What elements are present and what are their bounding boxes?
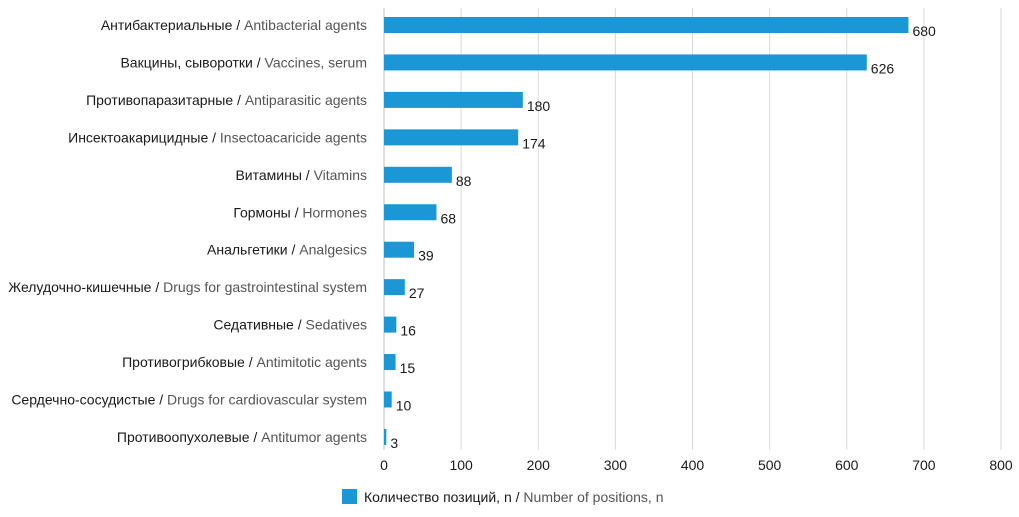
legend-label-ru: Количество позиций, n xyxy=(364,489,512,505)
category-label-ru: Противогрибковые xyxy=(122,354,245,370)
category-label-separator: / xyxy=(302,167,314,183)
category-label-separator: / xyxy=(151,279,163,295)
bar xyxy=(384,54,867,71)
category-label: Седативные / Sedatives xyxy=(213,317,367,333)
category-label-separator: / xyxy=(232,17,244,33)
category-label-ru: Сердечно-сосудистые xyxy=(11,392,155,408)
data-label: 180 xyxy=(527,98,551,114)
bar xyxy=(384,166,452,183)
category-label: Анальгетики / Analgesics xyxy=(207,242,367,258)
category-label-separator: / xyxy=(253,54,265,70)
category-label-en: Antimitotic agents xyxy=(257,354,368,370)
data-label: 3 xyxy=(390,435,398,451)
bar xyxy=(384,91,523,108)
data-label: 27 xyxy=(409,285,425,301)
category-label: Сердечно-сосудистые / Drugs for cardiova… xyxy=(11,392,367,408)
legend: Количество позиций, n / Number of positi… xyxy=(342,489,664,505)
category-label-ru: Противоопухолевые xyxy=(117,429,250,445)
category-label-ru: Вакцины, сыворотки xyxy=(120,54,252,70)
category-label: Противопаразитарные / Antiparasitic agen… xyxy=(86,92,367,108)
grid-lines xyxy=(460,8,1002,450)
category-label-en: Vitamins xyxy=(314,167,367,183)
data-label: 88 xyxy=(456,173,472,189)
category-label: Желудочно-кишечные / Drugs for gastroint… xyxy=(8,279,367,295)
x-tick-label: 100 xyxy=(449,457,473,473)
category-label-ru: Витамины xyxy=(235,167,301,183)
category-label-ru: Анальгетики xyxy=(207,242,288,258)
category-label-separator: / xyxy=(288,242,300,258)
category-label: Противоопухолевые / Antitumor agents xyxy=(117,429,367,445)
category-label: Витамины / Vitamins xyxy=(235,167,367,183)
bar xyxy=(384,129,519,146)
category-label-en: Sedatives xyxy=(306,317,367,333)
category-label-en: Antiparasitic agents xyxy=(245,92,367,108)
bars xyxy=(384,17,909,445)
category-label-ru: Седативные xyxy=(213,317,294,333)
category-label-en: Analgesics xyxy=(299,242,367,258)
bar xyxy=(384,354,396,371)
bar xyxy=(384,391,392,408)
x-tick-label: 400 xyxy=(681,457,705,473)
bar xyxy=(384,279,405,296)
category-label-en: Vaccines, serum xyxy=(265,54,367,70)
x-tick-label: 0 xyxy=(380,457,388,473)
data-label: 680 xyxy=(912,23,936,39)
category-label-ru: Инсектоакарицидные xyxy=(68,129,208,145)
category-label-en: Drugs for cardiovascular system xyxy=(167,392,367,408)
category-label: Антибактериальные / Antibacterial agents xyxy=(101,17,367,33)
category-label-ru: Антибактериальные xyxy=(101,17,233,33)
data-label: 15 xyxy=(400,360,416,376)
category-label: Вакцины, сыворотки / Vaccines, serum xyxy=(120,54,367,70)
data-label: 626 xyxy=(871,60,895,76)
category-label: Противогрибковые / Antimitotic agents xyxy=(122,354,367,370)
category-label-separator: / xyxy=(245,354,257,370)
category-label-separator: / xyxy=(155,392,167,408)
x-tick-label: 600 xyxy=(835,457,859,473)
bar xyxy=(384,428,387,445)
x-tick-label: 200 xyxy=(527,457,551,473)
category-label-separator: / xyxy=(233,92,245,108)
data-label: 16 xyxy=(400,323,416,339)
category-label: Инсектоакарицидные / Insectoacaricide ag… xyxy=(68,129,367,145)
data-label: 68 xyxy=(440,210,456,226)
bar xyxy=(384,316,397,333)
category-label-en: Antibacterial agents xyxy=(244,17,367,33)
category-label-separator: / xyxy=(208,129,220,145)
legend-label: Количество позиций, n / Number of positi… xyxy=(364,489,664,505)
category-label-ru: Противопаразитарные xyxy=(86,92,233,108)
category-label-en: Insectoacaricide agents xyxy=(220,129,367,145)
legend-label-separator: / xyxy=(512,489,524,505)
legend-label-en: Number of positions, n xyxy=(523,489,663,505)
category-labels: Антибактериальные / Antibacterial agents… xyxy=(8,17,367,445)
data-label: 10 xyxy=(396,398,412,414)
category-label-separator: / xyxy=(294,317,306,333)
category-label-ru: Желудочно-кишечные xyxy=(8,279,151,295)
x-tick-label: 800 xyxy=(989,457,1013,473)
category-label-en: Hormones xyxy=(302,204,367,220)
x-tick-label: 300 xyxy=(604,457,628,473)
category-label: Гормоны / Hormones xyxy=(233,204,367,220)
bar xyxy=(384,204,437,221)
category-label-en: Antitumor agents xyxy=(261,429,367,445)
data-label: 39 xyxy=(418,248,434,264)
data-labels: 680 626 180 174 88 68 39 27 16 15 10 3 xyxy=(390,23,936,451)
x-tick-labels: 0 100 200 300 400 500 600 700 800 xyxy=(380,457,1013,473)
data-label: 174 xyxy=(522,135,546,151)
x-tick-label: 700 xyxy=(912,457,936,473)
legend-swatch xyxy=(342,489,357,504)
category-label-separator: / xyxy=(249,429,261,445)
x-tick-label: 500 xyxy=(758,457,782,473)
category-label-separator: / xyxy=(291,204,303,220)
bar xyxy=(384,17,909,33)
bar xyxy=(384,241,415,258)
category-label-en: Drugs for gastrointestinal system xyxy=(163,279,367,295)
category-label-ru: Гормоны xyxy=(233,204,290,220)
